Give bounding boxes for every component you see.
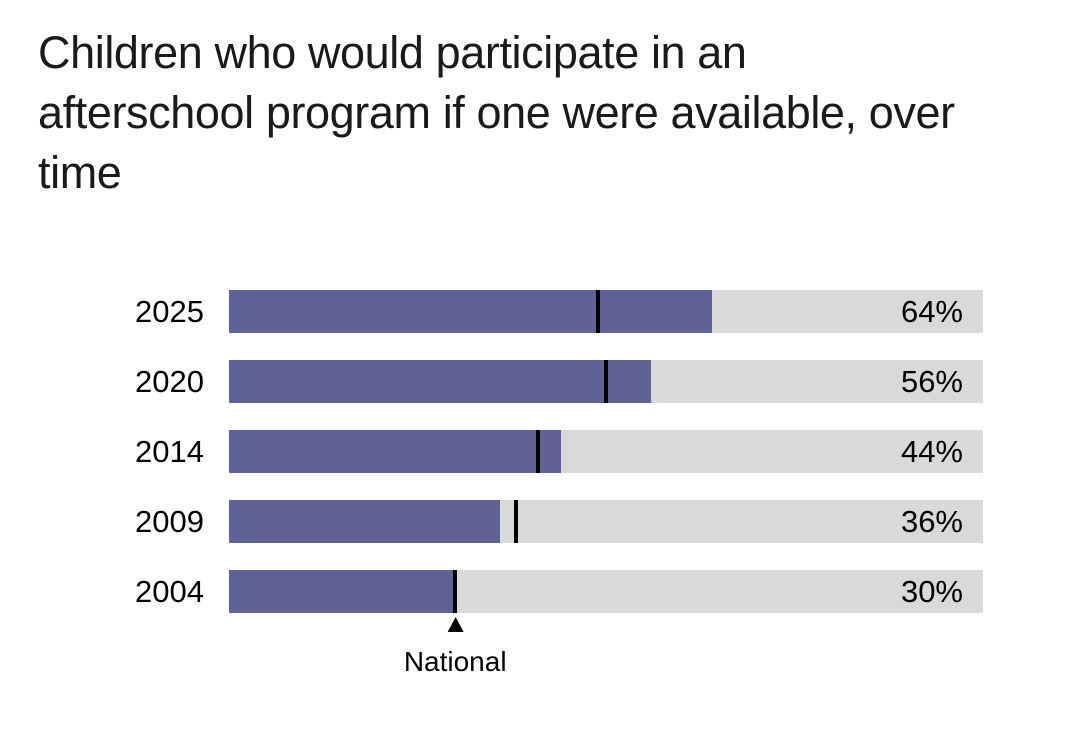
chart-title-line-3: time [38,147,122,198]
value-label: 36% [900,503,963,539]
national-tick-icon [513,500,518,543]
bar-fill [229,430,561,473]
bar-fill [229,570,456,613]
national-pointer: National [404,617,507,678]
bar-fill [229,360,652,403]
year-label: 2014 [135,433,204,469]
bar-row: 2009 36% [0,500,1078,543]
value-label: 44% [900,433,963,469]
chart-title-line-2: afterschool program if one were availabl… [38,87,955,138]
triangle-up-icon [447,617,464,632]
bar-chart: 2025 64% 2020 56% 2014 44% 2009 36% [0,290,1078,683]
national-tick-icon [536,430,541,473]
bar-row: 2025 64% [0,290,1078,333]
national-annotation: National [229,613,983,683]
bar-fill [229,290,712,333]
year-label: 2020 [135,363,204,399]
year-label: 2004 [135,573,204,609]
bar-row: 2004 30% [0,570,1078,613]
year-label: 2009 [135,503,204,539]
bar-row: 2014 44% [0,430,1078,473]
value-label: 30% [900,573,963,609]
bar-track: 64% [229,290,983,333]
bar-track: 56% [229,360,983,403]
national-tick-icon [596,290,601,333]
bar-rows: 2025 64% 2020 56% 2014 44% 2009 36% [0,290,1078,613]
year-label: 2025 [135,293,204,329]
chart-title: Children who would participate in an aft… [38,23,1048,203]
bar-track: 36% [229,500,983,543]
bar-track: 44% [229,430,983,473]
value-label: 56% [900,363,963,399]
value-label: 64% [900,293,963,329]
bar-fill [229,500,501,543]
national-tick-icon [604,360,608,403]
national-tick-icon [453,570,458,613]
national-label: National [403,646,507,677]
bar-row: 2020 56% [0,360,1078,403]
chart-title-line-1: Children who would participate in an [38,27,747,78]
bar-track: 30% [229,570,983,613]
